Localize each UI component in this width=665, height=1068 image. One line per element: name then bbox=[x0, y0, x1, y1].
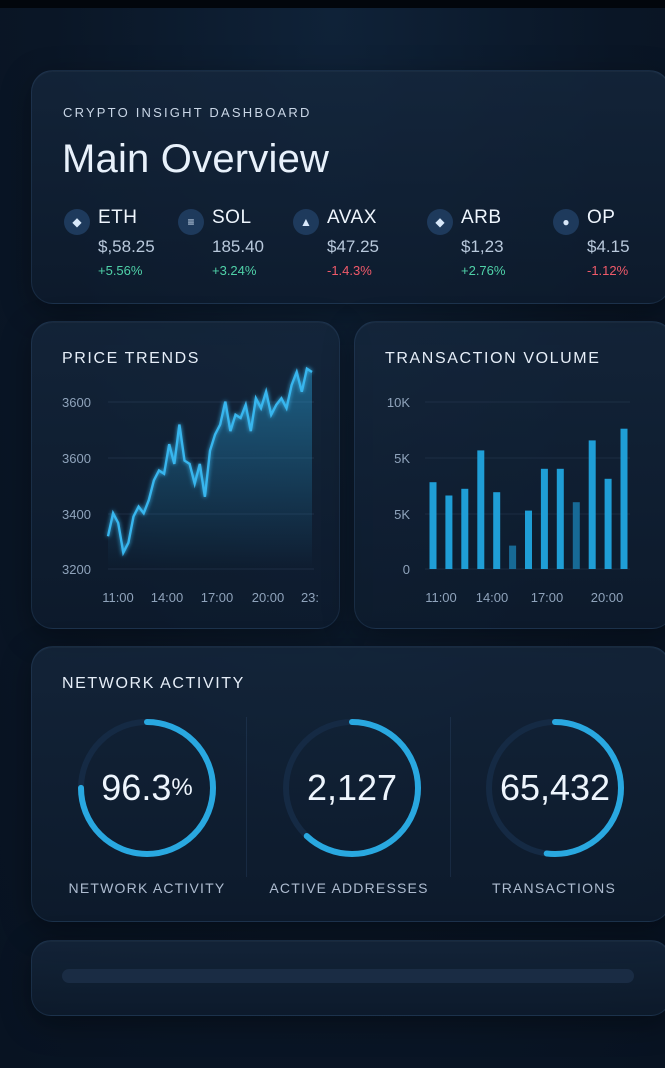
x-tick-label: 11:00 bbox=[425, 590, 457, 605]
active-addresses-gauge: 2,127 bbox=[277, 713, 427, 863]
volume-bar bbox=[509, 545, 517, 569]
overview-card: CRYPTO INSIGHT DASHBOARD Main Overview ◆… bbox=[31, 70, 665, 304]
gauge-value: 96.3 bbox=[101, 767, 172, 808]
price-trends-title: PRICE TRENDS bbox=[62, 350, 201, 367]
price-area bbox=[108, 368, 312, 569]
volume-bar bbox=[556, 468, 564, 569]
loading-bar bbox=[62, 969, 634, 983]
coin-symbol: SOL bbox=[212, 207, 252, 228]
y-tick-label: 0 bbox=[403, 562, 410, 577]
y-tick-label: 3600 bbox=[62, 395, 91, 410]
bottom-panel bbox=[31, 940, 665, 1016]
x-tick-label: 23: bbox=[301, 590, 319, 605]
y-tick-label: 5K bbox=[394, 451, 410, 466]
coin-change: +5.56% bbox=[98, 263, 143, 278]
volume-bar bbox=[429, 482, 437, 569]
volume-bar bbox=[477, 450, 485, 569]
coin-symbol: ETH bbox=[98, 207, 138, 228]
volume-bar bbox=[461, 488, 469, 569]
x-tick-label: 11:00 bbox=[102, 590, 134, 605]
coin-change: +3.24% bbox=[212, 263, 257, 278]
x-tick-label: 20:00 bbox=[591, 590, 624, 605]
gauge-arc bbox=[283, 719, 421, 857]
page-title: Main Overview bbox=[62, 137, 330, 181]
coin-price: $,58.25 bbox=[98, 237, 155, 256]
gauge-value: 2,127 bbox=[306, 767, 398, 808]
price-trends-card: PRICE TRENDS 3600 3600 3400 3200 11:00 14:00… bbox=[31, 321, 340, 629]
coin-eth[interactable]: ◆ ETH $,58.25 +5.56% bbox=[64, 207, 184, 287]
volume-bar bbox=[540, 468, 548, 569]
eth-icon: ◆ bbox=[64, 209, 90, 235]
coin-price: $4.15 bbox=[587, 237, 630, 256]
transaction-volume-card: TRANSACTION VOLUME 10K 5K 5K 0 11:00 14:00 17… bbox=[354, 321, 665, 629]
y-tick-label: 10K bbox=[387, 395, 410, 410]
gauge-unit: % bbox=[171, 774, 193, 801]
sol-icon: ≡ bbox=[178, 209, 204, 235]
top-edge bbox=[0, 0, 665, 8]
y-tick-label: 5K bbox=[394, 507, 410, 522]
volume-bar bbox=[620, 428, 628, 569]
transaction-volume-chart: 10K 5K 5K 0 11:00 14:00 17:00 20:00 bbox=[387, 395, 630, 605]
volume-bar bbox=[445, 495, 453, 569]
op-icon: ● bbox=[553, 209, 579, 235]
dashboard-eyebrow: CRYPTO INSIGHT DASHBOARD bbox=[63, 105, 312, 120]
gauge-label: TRANSACTIONS bbox=[491, 880, 617, 896]
volume-bar bbox=[525, 510, 532, 569]
volume-bar bbox=[604, 478, 612, 569]
coin-sol[interactable]: ≡ SOL 185.40 +3.24% bbox=[178, 207, 298, 287]
volume-bar bbox=[572, 502, 580, 569]
coin-op[interactable]: ● OP $4.15 -1.12% bbox=[553, 207, 665, 287]
x-tick-label: 17:00 bbox=[531, 590, 564, 605]
coin-change: -1.4.3% bbox=[327, 263, 372, 278]
transaction-volume-title: TRANSACTION VOLUME bbox=[385, 350, 601, 367]
volume-bar bbox=[588, 440, 596, 569]
network-activity-card: NETWORK ACTIVITY 96.3% NETWORK ACTIVITY … bbox=[31, 646, 665, 922]
arb-icon: ◆ bbox=[427, 209, 453, 235]
coin-price: 185.40 bbox=[212, 237, 264, 256]
price-trends-chart: 3600 3600 3400 3200 11:00 14:00 17:00 20:00 23: bbox=[62, 366, 319, 605]
coin-symbol: AVAX bbox=[327, 207, 377, 228]
y-tick-label: 3400 bbox=[62, 507, 91, 522]
price-line bbox=[106, 366, 313, 557]
avax-icon: ▲ bbox=[293, 209, 319, 235]
coin-price: $1,23 bbox=[461, 237, 504, 256]
volume-bar bbox=[493, 492, 501, 569]
gauge-value: 65,432 bbox=[499, 767, 611, 808]
coin-symbol: ARB bbox=[461, 207, 502, 228]
coin-change: +2.76% bbox=[461, 263, 506, 278]
y-tick-label: 3200 bbox=[62, 562, 91, 577]
network-activity-title: NETWORK ACTIVITY bbox=[62, 675, 245, 692]
network-activity-gauge: 96.3% bbox=[72, 713, 222, 863]
x-tick-label: 17:00 bbox=[201, 590, 234, 605]
x-tick-label: 14:00 bbox=[476, 590, 509, 605]
divider bbox=[450, 717, 451, 877]
transactions-gauge: 65,432 bbox=[480, 713, 630, 863]
gauge-arc bbox=[78, 719, 216, 857]
gauge-label: ACTIVE ADDRESSES bbox=[269, 880, 429, 896]
coin-price: $47.25 bbox=[327, 237, 379, 256]
coin-change: -1.12% bbox=[587, 263, 629, 278]
coin-arb[interactable]: ◆ ARB $1,23 +2.76% bbox=[427, 207, 547, 287]
gauge-label: NETWORK ACTIVITY bbox=[68, 880, 226, 896]
gauge-arc bbox=[486, 719, 624, 857]
x-tick-label: 20:00 bbox=[252, 590, 285, 605]
y-tick-label: 3600 bbox=[62, 451, 91, 466]
coin-avax[interactable]: ▲ AVAX $47.25 -1.4.3% bbox=[293, 207, 413, 287]
divider bbox=[246, 717, 247, 877]
coin-symbol: OP bbox=[587, 207, 616, 228]
x-tick-label: 14:00 bbox=[151, 590, 184, 605]
